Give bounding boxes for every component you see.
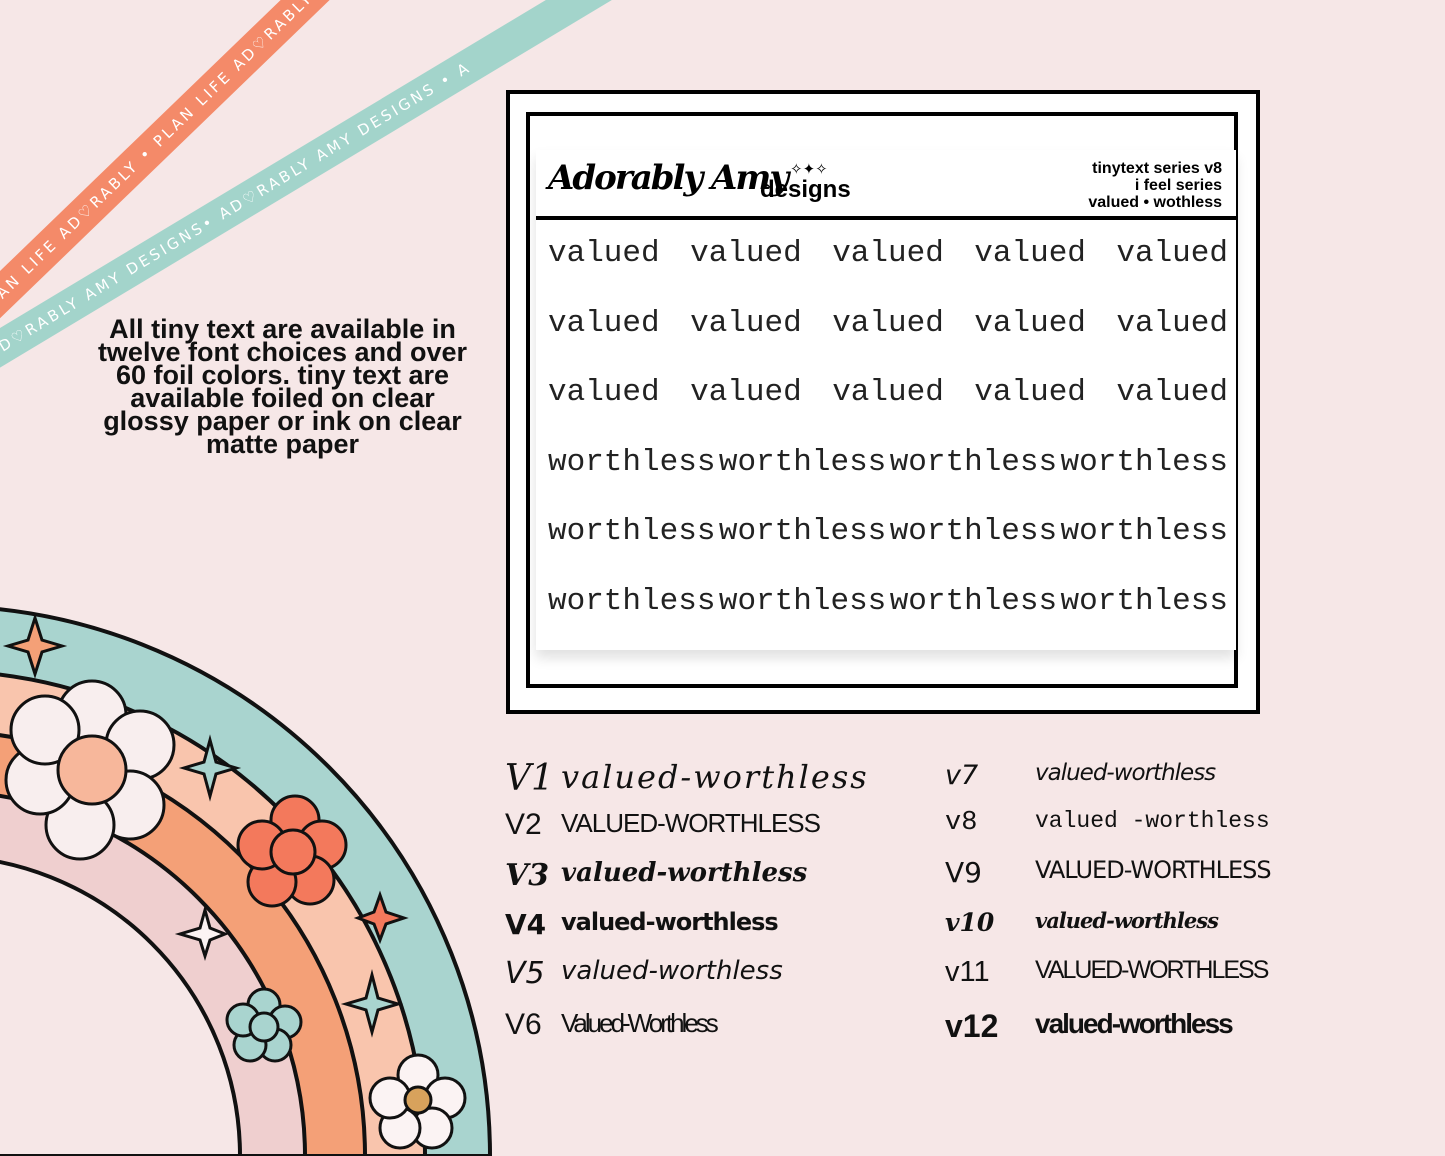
sticker-word: valued: [548, 236, 660, 271]
sticker-word: worthless: [1060, 444, 1228, 480]
sticker-word: valued: [974, 375, 1086, 410]
sticker-word: valued: [548, 305, 660, 341]
brand-logo-word: designs: [760, 176, 851, 203]
variant-sample: valued-worthless: [1035, 760, 1216, 786]
variant-label: V5: [505, 956, 545, 991]
sticker-row: valued valued valued valued valued: [548, 236, 1228, 271]
brand-logo: Adorably Amy: [548, 158, 789, 198]
rainbow-inner: [0, 860, 243, 1156]
variant-label: V3: [505, 858, 550, 893]
font-variant-v10: v10 valued-worthless: [945, 908, 1219, 937]
sticker-word: worthless: [718, 514, 887, 549]
variant-sample: valued-worthless: [1035, 908, 1219, 933]
sticker-preview-frame: Adorably Amy ✧✦✧ designs tinytext series…: [506, 90, 1260, 714]
sticker-word: valued: [690, 236, 802, 271]
sticker-word: worthless: [718, 583, 887, 619]
font-variant-v7: v7 valued-worthless: [945, 760, 1216, 791]
sticker-word: valued: [690, 375, 802, 410]
white-flower-icon: [368, 1053, 467, 1150]
sticker-row: valued valued valued valued valued: [548, 306, 1228, 341]
sticker-word: valued: [548, 375, 660, 410]
variant-label: v8: [945, 808, 978, 838]
sticker-word: valued: [1116, 375, 1228, 410]
variant-sample: valued-worthless: [1035, 1008, 1234, 1039]
sparkle-icon: ✧✦✧: [790, 161, 828, 178]
font-variant-v6: V6 Valued-Worthless: [505, 1008, 719, 1042]
teal-flower-icon: [225, 987, 303, 1063]
variant-sample: VALUED-WORTHLESS: [1035, 956, 1269, 984]
sticker-word: worthless: [718, 444, 887, 480]
font-variant-v1: V1 valued-worthless: [505, 758, 867, 799]
variant-sample: valued-worthless: [561, 908, 779, 936]
variant-sample: Valued-Worthless: [561, 1008, 719, 1038]
sticker-word: worthless: [1060, 514, 1228, 549]
sticker-sheet: Adorably Amy ✧✦✧ designs tinytext series…: [536, 150, 1236, 650]
sparkle-icon: [353, 890, 409, 945]
words-label: valued • wothless: [1088, 194, 1222, 211]
font-variant-v9: V9 VALUED-WORTHLESS: [945, 856, 1272, 889]
sparkle-icon: [340, 969, 404, 1038]
font-variant-v12: v12 valued-worthless: [945, 1008, 1234, 1045]
variant-sample: VALUED-WORTHLESS: [561, 808, 821, 838]
variant-label: v11: [945, 956, 990, 988]
font-variant-v5: V5 valued-worthless: [505, 956, 783, 991]
variant-label: V4: [505, 908, 547, 941]
font-variant-v2: V2 VALUED-WORTHLESS: [505, 808, 821, 842]
font-variant-v4: V4 valued-worthless: [505, 908, 779, 941]
sticker-word: valued: [832, 375, 944, 410]
sheet-header: Adorably Amy ✧✦✧ designs tinytext series…: [536, 150, 1236, 220]
variant-sample: VALUED-WORTHLESS: [1035, 856, 1272, 884]
variant-sample: valued-worthless: [561, 956, 783, 986]
sticker-word: worthless: [889, 583, 1058, 619]
sticker-word: worthless: [548, 583, 716, 619]
sticker-word: valued: [974, 305, 1086, 341]
sticker-word: valued: [832, 236, 944, 271]
collection-label: i feel series: [1134, 177, 1222, 194]
variant-sample: valued-worthless: [561, 858, 808, 888]
sticker-word: valued: [974, 236, 1086, 271]
sticker-word: valued: [690, 305, 802, 341]
sticker-word: valued: [1116, 305, 1228, 341]
variant-label: V1: [505, 758, 554, 799]
series-label: tinytext series v8: [1092, 160, 1222, 177]
variant-label: v7: [945, 760, 979, 791]
sticker-row: worthless worthless worthless worthless: [548, 445, 1228, 480]
variant-sample: valued -worthless: [1035, 808, 1270, 834]
variant-sample: valued-worthless: [561, 758, 869, 796]
sticker-row: worthless worthless worthless worthless: [548, 514, 1228, 549]
sticker-word: worthless: [548, 514, 716, 549]
sticker-word: valued: [832, 305, 944, 341]
variant-label: V2: [505, 808, 542, 841]
sheet-meta: tinytext series v8 i feel series valued …: [1088, 160, 1222, 211]
sticker-word: worthless: [889, 514, 1058, 549]
font-variant-v8: v8 valued -worthless: [945, 808, 1270, 838]
orange-flower-icon: [236, 794, 348, 908]
sticker-word: worthless: [889, 444, 1058, 480]
font-variant-v11: v11 VALUED-WORTHLESS: [945, 956, 1269, 989]
sparkle-icon: [178, 734, 242, 802]
ribbon-plan-life-adorably: PLAN LIFE AD♡RABLY • PLAN LIFE AD♡RABLY …: [0, 0, 440, 325]
sticker-word: valued: [1116, 236, 1228, 271]
sticker-word: worthless: [1060, 583, 1228, 619]
daisy-smiley-icon: [4, 679, 176, 861]
sticker-row: worthless worthless worthless worthless: [548, 584, 1228, 619]
sparkle-icon: [2, 613, 68, 679]
variant-label: V9: [945, 856, 982, 889]
font-variant-v3: V3 valued-worthless: [505, 858, 807, 893]
variant-label: v10: [945, 908, 995, 937]
rainbow-illustration: [0, 607, 493, 1156]
sparkle-icon: [174, 904, 230, 962]
promo-text: All tiny text are available in twelve fo…: [97, 314, 468, 459]
variant-label: v12: [945, 1008, 999, 1044]
sticker-word: worthless: [548, 444, 716, 480]
sticker-row: valued valued valued valued valued: [548, 375, 1228, 410]
variant-label: V6: [505, 1008, 542, 1041]
